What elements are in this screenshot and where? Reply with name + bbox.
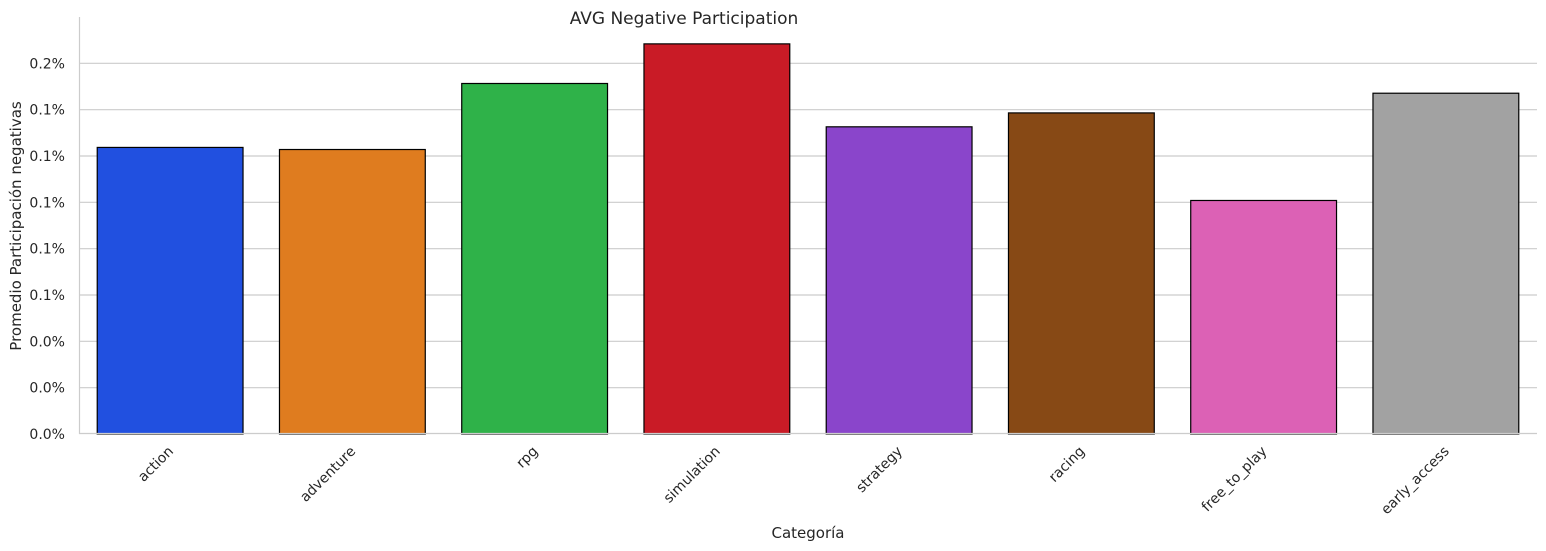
- x-axis-title: Categoría: [771, 524, 844, 542]
- chart-title: AVG Negative Participation: [570, 9, 799, 29]
- bars: [96, 43, 1520, 435]
- x-tick-label: strategy: [853, 444, 906, 497]
- y-tick-label: 0.1%: [29, 103, 65, 119]
- x-tick-label: free_to_play: [1199, 444, 1271, 516]
- x-tick-label: adventure: [297, 444, 359, 506]
- bar-free-to-play: [1190, 199, 1338, 435]
- bar-strategy: [825, 126, 973, 435]
- y-tick-label: 0.1%: [29, 288, 65, 304]
- y-tick-label: 0.2%: [29, 56, 65, 72]
- bar-action: [96, 146, 244, 435]
- bar-racing: [1007, 112, 1155, 435]
- x-tick-label: action: [135, 444, 177, 486]
- y-tick-label: 0.0%: [29, 381, 65, 397]
- bar-early-access: [1372, 92, 1520, 435]
- y-axis-title: Promedio Participación negativas: [7, 101, 25, 351]
- bar-simulation: [643, 43, 791, 435]
- bar-rpg: [461, 82, 609, 435]
- y-tick-label: 0.1%: [29, 149, 65, 165]
- x-tick-labels: action adventure rpg simulation strategy raci…: [135, 444, 1453, 518]
- y-tick-label: 0.0%: [29, 427, 65, 443]
- bar-adventure: [278, 148, 426, 435]
- x-tick-label: simulation: [661, 444, 724, 507]
- x-tick-label: early_access: [1378, 444, 1452, 518]
- y-tick-label: 0.1%: [29, 242, 65, 258]
- y-tick-labels: 0.0% 0.0% 0.0% 0.1% 0.1% 0.1% 0.1% 0.1% 0.2%: [29, 56, 65, 443]
- x-tick-label: rpg: [514, 444, 542, 472]
- y-tick-label: 0.1%: [29, 195, 65, 211]
- x-tick-label: racing: [1046, 444, 1088, 486]
- y-tick-label: 0.0%: [29, 334, 65, 350]
